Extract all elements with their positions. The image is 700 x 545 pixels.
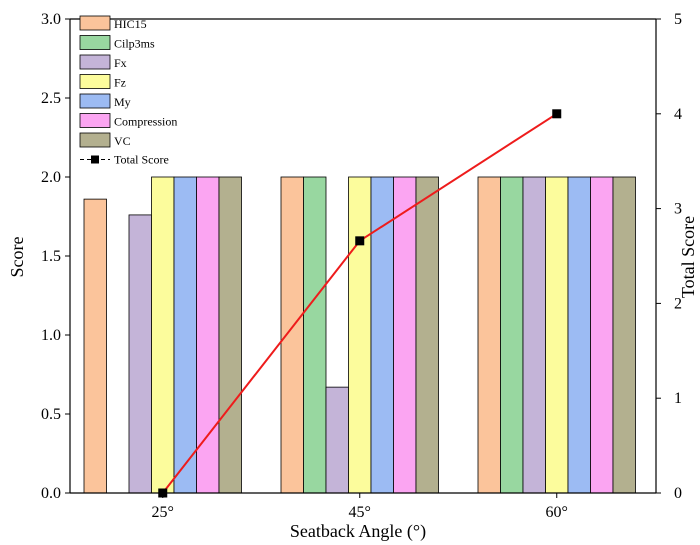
bar-compression-2 (590, 176, 614, 494)
legend-label-my: My (114, 95, 131, 109)
y-tick-label: 2.5 (41, 90, 61, 107)
legend-label-total-score: Total Score (114, 153, 169, 167)
total-score-layer (158, 109, 562, 498)
legend-label-fx: Fx (114, 56, 127, 70)
total-score-point-2 (552, 109, 562, 119)
bar-vc-0 (218, 176, 242, 494)
legend-swatch-compression (79, 113, 111, 128)
legend-label-fz: Fz (114, 76, 126, 90)
y-tick-label: 0.0 (41, 485, 61, 502)
bar-vc-1 (415, 176, 439, 494)
legend-marker-total-score (91, 155, 99, 164)
bar-fz-2 (545, 176, 569, 494)
y-tick-label: 1.0 (41, 327, 61, 344)
bar-hic15-2 (477, 176, 501, 494)
bar-hic15-1 (280, 176, 304, 494)
x-tick-label: 60° (546, 504, 568, 521)
legend-label-hic15: HIC15 (114, 17, 147, 31)
bar-vc-2 (612, 176, 636, 494)
bar-fx-0 (128, 214, 152, 494)
legend-swatch-hic15 (79, 15, 111, 31)
total-score-point-0 (158, 488, 168, 498)
y-tick-label: 3.0 (41, 11, 61, 28)
bar-fx-1 (325, 386, 349, 494)
bar-cilp3ms-2 (500, 176, 524, 494)
y2-tick-label: 1 (674, 390, 682, 407)
y-tick-label: 2.0 (41, 169, 61, 186)
bar-compression-1 (393, 176, 417, 494)
y-tick-label: 0.5 (41, 406, 61, 423)
bar-fx-2 (522, 176, 546, 494)
y-tick-label: 1.5 (41, 248, 61, 265)
y2-tick-label: 0 (674, 485, 682, 502)
legend-swatch-my (79, 93, 111, 109)
bar-my-2 (567, 176, 591, 494)
legend-swatch-cilp3ms (79, 35, 111, 50)
bar-my-0 (173, 176, 197, 494)
legend-label-vc: VC (114, 134, 131, 148)
bar-hic15-0 (83, 198, 107, 494)
legend-label-compression: Compression (114, 115, 177, 129)
bar-fz-1 (348, 176, 372, 494)
legend-swatch-vc (79, 132, 111, 148)
legend-swatch-fx (79, 54, 111, 70)
legend-swatch-fz (79, 74, 111, 89)
y2-tick-label: 4 (674, 106, 682, 123)
y-axis-title: Score (7, 236, 27, 277)
bars-layer (83, 176, 636, 494)
legend-label-cilp3ms: Cilp3ms (114, 37, 155, 51)
bar-my-1 (370, 176, 394, 494)
x-tick-label: 25° (152, 504, 174, 521)
y2-tick-label: 3 (674, 201, 682, 218)
x-tick-label: 45° (349, 504, 371, 521)
y2-tick-label: 5 (674, 11, 682, 28)
total-score-point-1 (355, 236, 365, 246)
bar-cilp3ms-1 (303, 176, 327, 494)
y2-tick-label: 2 (674, 295, 682, 312)
bar-fz-0 (151, 176, 175, 494)
y2-axis-title: Total Score (678, 216, 698, 298)
x-axis-title: Seatback Angle (°) (290, 521, 426, 542)
legend: HIC15 Cilp3ms Fx Fz My Compression VC Total Sco… (79, 15, 177, 167)
axes-layer: 0.0 0.5 1.0 1.5 2.0 2.5 3.0 0 1 2 3 4 5 25° 45° 60° (41, 11, 682, 521)
